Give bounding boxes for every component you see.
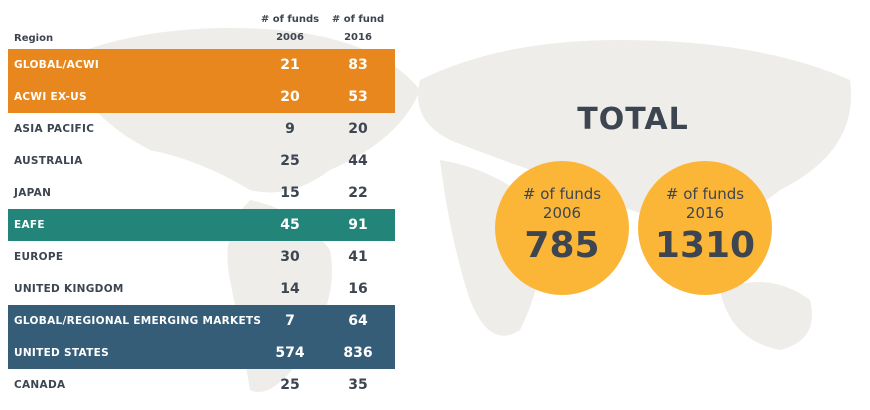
header-2016-year: 2016 bbox=[344, 32, 372, 43]
circle-label: # of funds bbox=[522, 185, 602, 203]
funds-2016: 83 bbox=[348, 57, 368, 73]
funds-2006: 25 bbox=[280, 377, 300, 393]
table-row: GLOBAL/REGIONAL EMERGING MARKETS 7 64 bbox=[8, 305, 395, 337]
funds-2016: 44 bbox=[348, 153, 368, 169]
region-name: UNITED STATES bbox=[14, 347, 109, 359]
table-row: UNITED KINGDOM 14 16 bbox=[8, 273, 395, 305]
region-name: ACWI EX-US bbox=[14, 91, 87, 103]
circle-value: 1310 bbox=[654, 225, 756, 266]
funds-2016: 91 bbox=[348, 217, 368, 233]
total-2016-circle: # of funds 2016 1310 bbox=[638, 161, 772, 295]
table-row: JAPAN 15 22 bbox=[8, 177, 395, 209]
region-name: GLOBAL/ACWI bbox=[14, 59, 100, 71]
table-row: UNITED STATES 574 836 bbox=[8, 337, 395, 369]
region-name: GLOBAL/REGIONAL EMERGING MARKETS bbox=[14, 315, 262, 327]
region-header: Region bbox=[14, 33, 54, 44]
region-name: JAPAN bbox=[14, 187, 52, 199]
table-row: EUROPE 30 41 bbox=[8, 241, 395, 273]
table-row: ACWI EX-US 20 53 bbox=[8, 81, 395, 113]
header-2006-year: 2006 bbox=[276, 32, 304, 43]
region-name: ASIA PACIFIC bbox=[14, 123, 95, 135]
funds-2016: 53 bbox=[348, 89, 368, 105]
funds-2006: 21 bbox=[280, 57, 300, 73]
circle-year: 2006 bbox=[542, 204, 582, 222]
header-2016-label: # of fund bbox=[331, 14, 385, 25]
funds-2016: 64 bbox=[348, 313, 368, 329]
funds-2006: 20 bbox=[280, 89, 300, 105]
funds-2006: 45 bbox=[280, 217, 300, 233]
funds-2016: 20 bbox=[348, 121, 368, 137]
funds-2006: 30 bbox=[280, 249, 300, 265]
region-name: AUSTRALIA bbox=[14, 155, 83, 167]
circle-label: # of funds bbox=[665, 185, 745, 203]
funds-2006: 14 bbox=[280, 281, 300, 297]
total-title: TOTAL bbox=[577, 102, 689, 137]
header-2006-label: # of funds bbox=[260, 14, 320, 25]
region-name: CANADA bbox=[14, 379, 66, 391]
table-row: AUSTRALIA 25 44 bbox=[8, 145, 395, 177]
funds-2006: 574 bbox=[275, 345, 305, 361]
funds-2006: 9 bbox=[285, 121, 295, 137]
funds-2016: 41 bbox=[348, 249, 368, 265]
circle-year: 2016 bbox=[685, 204, 725, 222]
region-name: UNITED KINGDOM bbox=[14, 283, 124, 295]
table-row: EAFE 45 91 bbox=[8, 209, 395, 241]
funds-2016: 16 bbox=[348, 281, 368, 297]
funds-2006: 25 bbox=[280, 153, 300, 169]
total-2006-circle: # of funds 2006 785 bbox=[495, 161, 629, 295]
region-name: EUROPE bbox=[14, 251, 64, 263]
funds-2016: 836 bbox=[343, 345, 373, 361]
funds-2006: 7 bbox=[285, 313, 295, 329]
region-name: EAFE bbox=[14, 219, 45, 231]
table-row: GLOBAL/ACWI 21 83 bbox=[8, 49, 395, 81]
funds-2006: 15 bbox=[280, 185, 300, 201]
table-row: CANADA 25 35 bbox=[8, 369, 395, 401]
circle-value: 785 bbox=[524, 225, 600, 266]
funds-2016: 22 bbox=[348, 185, 368, 201]
table-row: ASIA PACIFIC 9 20 bbox=[8, 113, 395, 145]
funds-2016: 35 bbox=[348, 377, 368, 393]
